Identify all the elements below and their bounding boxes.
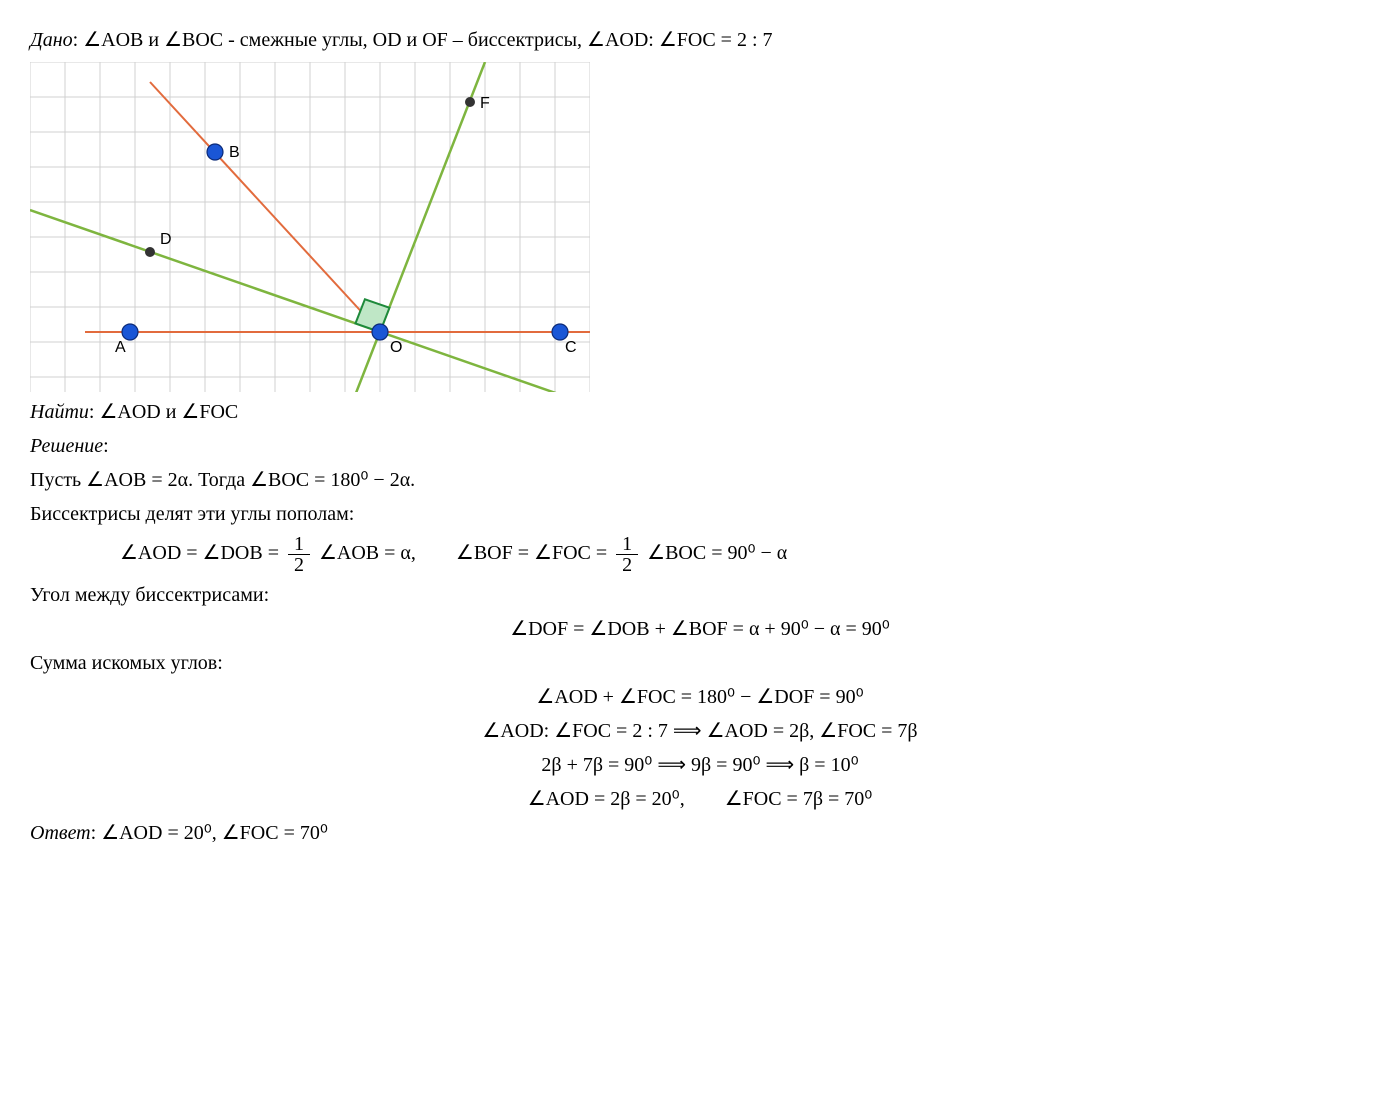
colon: : [73, 29, 84, 51]
svg-text:A: A [115, 339, 126, 356]
step1-let: Пусть ∠AOB = 2α. Тогда ∠BOC = 180⁰ − 2α. [30, 466, 1370, 494]
step3-eq4-right: ∠FOC = 7β = 70⁰ [725, 785, 873, 813]
solution-label-line: Решение: [30, 432, 1370, 460]
fraction-half-2: 1 2 [616, 534, 638, 575]
solution-label: Решение [30, 435, 103, 457]
step3-eq1: ∠AOD + ∠FOC = 180⁰ − ∠DOF = 90⁰ [30, 683, 1370, 711]
answer-text: ∠AOD = 20⁰, ∠FOC = 70⁰ [101, 822, 328, 844]
eq-halves-right: ∠BOF = ∠FOC = 1 2 ∠BOC = 90⁰ − α [456, 534, 787, 575]
given-line: Дано: ∠AOB и ∠BOC - смежные углы, OD и O… [30, 26, 1370, 54]
svg-text:C: C [565, 339, 577, 356]
step2-between: Угол между биссектрисами: [30, 581, 1370, 609]
find-line: Найти: ∠AOD и ∠FOC [30, 398, 1370, 426]
answer-line: Ответ: ∠AOD = 20⁰, ∠FOC = 70⁰ [30, 819, 1370, 847]
geometry-diagram: A C B D F O [30, 62, 590, 392]
step3-eq2: ∠AOD: ∠FOC = 2 : 7 ⟹ ∠AOD = 2β, ∠FOC = 7… [30, 717, 1370, 745]
find-text: ∠AOD и ∠FOC [99, 401, 238, 423]
step3-sum-text: Сумма искомых углов: [30, 649, 1370, 677]
step2-eq: ∠DOF = ∠DOB + ∠BOF = α + 90⁰ − α = 90⁰ [30, 615, 1370, 643]
fraction-half-1: 1 2 [288, 534, 310, 575]
given-text: ∠AOB и ∠BOC - смежные углы, OD и OF – би… [83, 29, 772, 51]
svg-text:F: F [480, 95, 490, 112]
svg-text:D: D [160, 231, 172, 248]
given-label: Дано [30, 29, 73, 51]
svg-text:B: B [229, 144, 240, 161]
step3-eq4-left: ∠AOD = 2β = 20⁰, [528, 785, 685, 813]
answer-label: Ответ [30, 822, 91, 844]
diagram: A C B D F O [30, 62, 1370, 392]
step1-bisectors: Биссектрисы делят эти углы пополам: [30, 500, 1370, 528]
find-label: Найти [30, 401, 89, 423]
eq-halves-left: ∠AOD = ∠DOB = 1 2 ∠AOB = α, [120, 534, 416, 575]
eq-halves-row: ∠AOD = ∠DOB = 1 2 ∠AOB = α, ∠BOF = ∠FOC … [120, 534, 1370, 575]
step3-eq3: 2β + 7β = 90⁰ ⟹ 9β = 90⁰ ⟹ β = 10⁰ [30, 751, 1370, 779]
step3-eq4-row: ∠AOD = 2β = 20⁰, ∠FOC = 7β = 70⁰ [30, 785, 1370, 813]
svg-text:O: O [390, 339, 402, 356]
